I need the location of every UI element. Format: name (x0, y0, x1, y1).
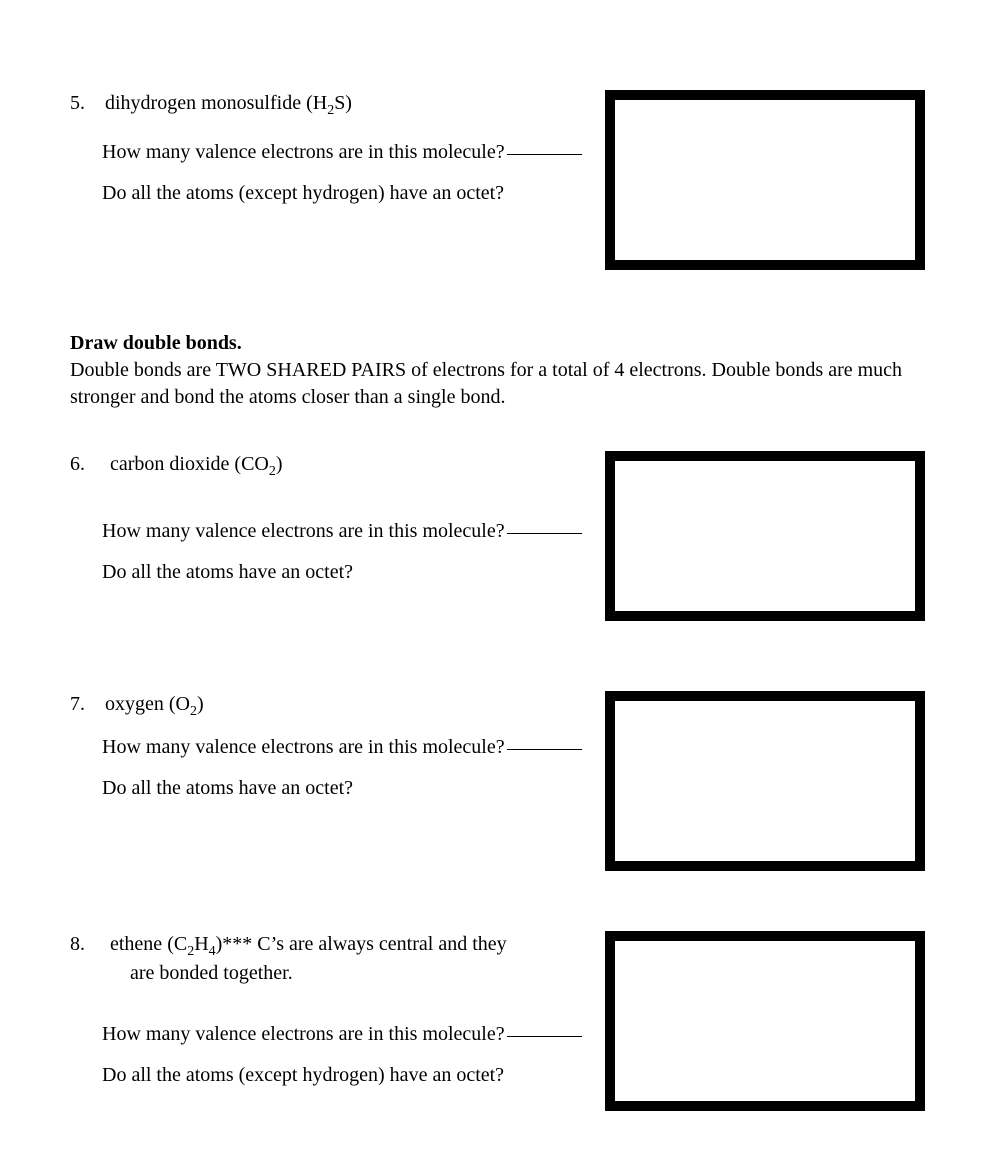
question-number: 8. (70, 933, 85, 955)
answer-box[interactable] (605, 451, 925, 621)
title-suffix: ) (197, 693, 204, 715)
title-prefix: dihydrogen monosulfide (H (105, 92, 327, 114)
valence-question: How many valence electrons are in this m… (102, 736, 505, 758)
title-suffix: )*** C’s are always central and they (216, 933, 507, 955)
title-line2: are bonded together. (70, 960, 585, 987)
question-7-text: 7. oxygen (O2) How many valence electron… (70, 691, 605, 802)
question-6: 6. carbon dioxide (CO2) How many valence… (70, 451, 925, 621)
question-title: carbon dioxide (CO2) (110, 453, 283, 475)
question-8: 8. ethene (C2H4)*** C’s are always centr… (70, 931, 925, 1111)
section-title: Draw double bonds. (70, 330, 925, 357)
answer-box[interactable] (605, 931, 925, 1111)
title-sub: 2 (269, 464, 276, 479)
question-title: oxygen (O2) (105, 693, 204, 715)
octet-question: Do all the atoms (except hydrogen) have … (102, 1064, 504, 1086)
question-number: 5. (70, 92, 85, 114)
blank-line[interactable] (507, 1036, 582, 1037)
blank-line[interactable] (507, 533, 582, 534)
question-8-text: 8. ethene (C2H4)*** C’s are always centr… (70, 931, 605, 1089)
octet-question: Do all the atoms have an octet? (102, 777, 353, 799)
section-body: Double bonds are TWO SHARED PAIRS of ele… (70, 357, 925, 411)
question-number: 6. (70, 453, 85, 475)
title-prefix: oxygen (O (105, 693, 190, 715)
answer-box[interactable] (605, 90, 925, 270)
valence-question: How many valence electrons are in this m… (102, 141, 505, 163)
section-double-bonds: Draw double bonds. Double bonds are TWO … (70, 330, 925, 411)
octet-question: Do all the atoms (except hydrogen) have … (102, 182, 504, 204)
question-title: dihydrogen monosulfide (H2S) (105, 92, 352, 114)
question-5-text: 5. dihydrogen monosulfide (H2S) How many… (70, 90, 605, 207)
title-sub2: 4 (209, 944, 216, 959)
title-mid: H (194, 933, 208, 955)
valence-question: How many valence electrons are in this m… (102, 1023, 505, 1045)
worksheet-page: 5. dihydrogen monosulfide (H2S) How many… (0, 0, 990, 1170)
octet-question: Do all the atoms have an octet? (102, 561, 353, 583)
title-sub: 2 (190, 704, 197, 719)
question-title: ethene (C2H4)*** C’s are always central … (110, 933, 507, 955)
question-7: 7. oxygen (O2) How many valence electron… (70, 691, 925, 871)
blank-line[interactable] (507, 749, 582, 750)
title-prefix: ethene (C (110, 933, 187, 955)
answer-box[interactable] (605, 691, 925, 871)
question-number: 7. (70, 693, 85, 715)
blank-line[interactable] (507, 154, 582, 155)
title-suffix: ) (276, 453, 283, 475)
valence-question: How many valence electrons are in this m… (102, 520, 505, 542)
question-6-text: 6. carbon dioxide (CO2) How many valence… (70, 451, 605, 586)
question-5: 5. dihydrogen monosulfide (H2S) How many… (70, 90, 925, 270)
title-suffix: S) (334, 92, 352, 114)
title-prefix: carbon dioxide (CO (110, 453, 269, 475)
